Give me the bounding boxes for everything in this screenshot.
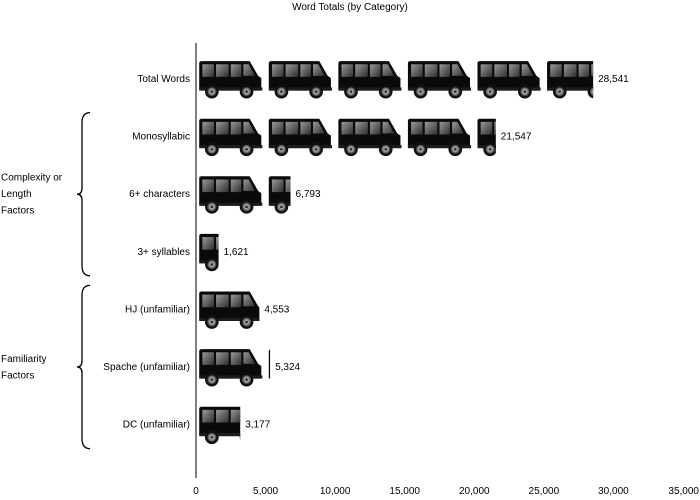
bar-total-words — [199, 61, 594, 99]
category-label: Total Words — [137, 74, 190, 85]
bar-hj-unfamiliar — [199, 291, 260, 329]
data-label: 4,553 — [264, 304, 289, 315]
x-tick-label: 25,000 — [529, 486, 560, 497]
group-label: Factors — [1, 206, 34, 217]
category-label: 6+ characters — [129, 189, 190, 200]
van-icon — [199, 118, 263, 157]
van-icon — [199, 291, 260, 329]
x-tick-label: 20,000 — [459, 486, 490, 497]
group-label: Familiarity — [1, 354, 47, 365]
x-tick-label: 15,000 — [389, 486, 420, 497]
data-label: 3,177 — [245, 420, 270, 431]
x-tick-label: 10,000 — [320, 486, 351, 497]
group-label: Factors — [1, 370, 34, 381]
van-icon — [268, 118, 332, 157]
bar-monosyllabic — [199, 118, 496, 157]
data-label: 21,547 — [501, 132, 532, 143]
van-icon — [199, 349, 263, 387]
x-tick-label: 30,000 — [598, 486, 629, 497]
category-label: DC (unfamiliar) — [123, 420, 190, 431]
x-tick-label: 0 — [193, 486, 199, 497]
group-label: Complexity or — [1, 173, 63, 184]
van-icon — [199, 176, 263, 214]
data-label: 5,324 — [275, 362, 300, 373]
x-tick-label: 5,000 — [253, 486, 278, 497]
data-label: 6,793 — [296, 189, 321, 200]
category-label: HJ (unfamiliar) — [125, 304, 190, 315]
van-icon — [407, 118, 472, 157]
bar-spache-unfamiliar — [199, 349, 271, 387]
van-icon — [477, 61, 541, 99]
group-brace — [76, 284, 91, 450]
van-icon — [338, 61, 402, 99]
chart-title: Word Totals (by Category) — [292, 2, 408, 13]
van-icon — [268, 61, 332, 99]
x-tick-label: 35,000 — [668, 486, 699, 497]
category-label: 3+ syllables — [137, 247, 190, 258]
van-icon — [338, 118, 402, 157]
category-label: Spache (unfamiliar) — [103, 362, 190, 373]
data-label: 1,621 — [224, 247, 249, 258]
van-icon — [407, 61, 472, 99]
van-icon — [199, 61, 263, 99]
group-label: Length — [1, 189, 32, 200]
group-brace — [76, 111, 91, 277]
data-label: 28,541 — [598, 74, 629, 85]
category-label: Monosyllabic — [132, 132, 190, 143]
